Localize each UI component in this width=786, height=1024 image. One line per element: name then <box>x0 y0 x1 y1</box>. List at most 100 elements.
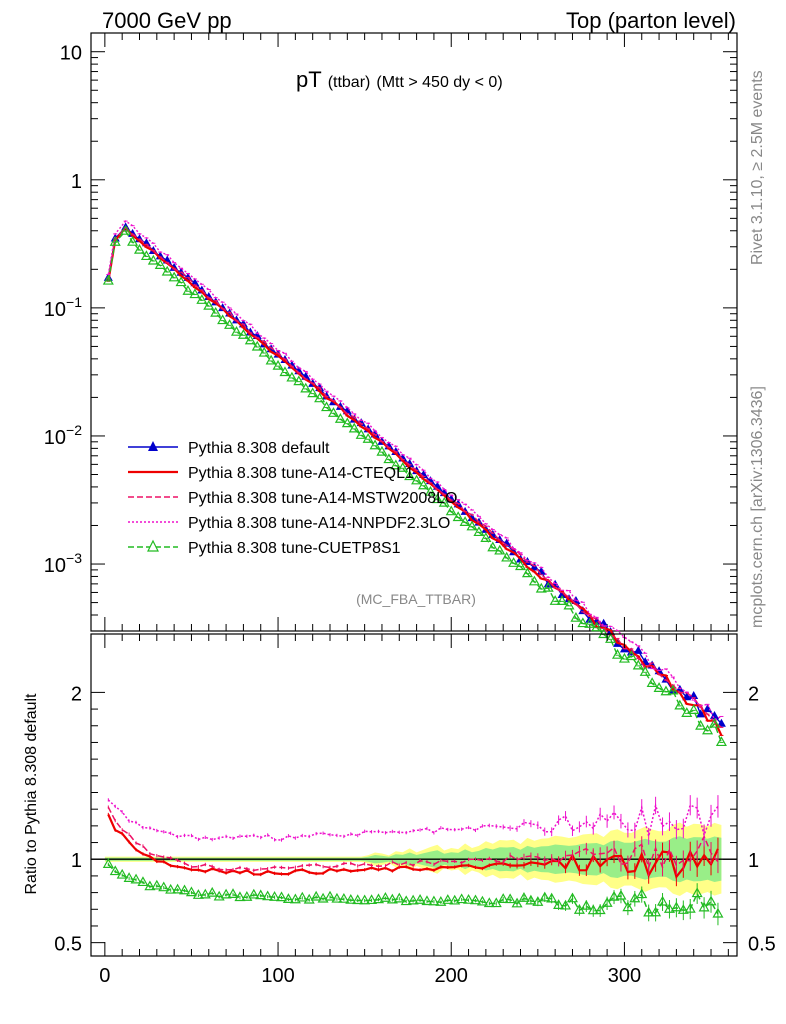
marker <box>224 319 236 329</box>
ratio-marker <box>469 894 482 905</box>
ratio-marker <box>476 895 488 906</box>
ratio-marker <box>705 895 717 906</box>
marker <box>557 589 567 598</box>
ratio-series <box>91 795 737 926</box>
ratio-marker <box>497 893 509 903</box>
ratio-marker <box>282 893 294 904</box>
ratio-marker <box>275 891 288 902</box>
ratio-marker <box>435 896 447 906</box>
ratio-frame <box>90 633 738 957</box>
ratio-marker <box>296 891 308 902</box>
marker <box>258 346 270 357</box>
main-frame <box>90 32 738 632</box>
ratio-marker <box>165 883 177 894</box>
ratio-marker <box>483 897 495 908</box>
ratio-marker <box>234 891 246 902</box>
marker <box>251 340 263 351</box>
legend-label: Pythia 8.308 tune-A14-MSTW2008LO <box>188 490 457 507</box>
marker <box>563 599 575 610</box>
marker <box>169 262 179 271</box>
ratio-marker <box>248 888 260 899</box>
marker <box>639 666 651 676</box>
ratio-marker <box>456 893 468 904</box>
ratio-marker <box>192 889 204 899</box>
ratio-marker <box>227 888 239 898</box>
marker <box>696 709 706 718</box>
ratio-y-tick-labels: 0.5 0.5 1 1 2 2 <box>54 683 776 955</box>
marker <box>521 567 533 578</box>
ratio-marker <box>345 893 357 904</box>
marker <box>618 652 630 663</box>
y-tick-label: 10−1 <box>44 294 82 321</box>
ratio-marker <box>400 895 412 906</box>
ratio-marker <box>359 894 371 905</box>
ratio-marker <box>608 890 620 901</box>
ratio-y-tick-label-left: 0.5 <box>54 934 82 956</box>
ratio-marker <box>663 903 675 913</box>
marker <box>383 453 395 464</box>
ratio-marker <box>372 893 385 904</box>
ratio-marker <box>712 907 724 918</box>
ratio-marker <box>352 894 364 905</box>
ratio-marker <box>178 884 191 895</box>
ratio-marker <box>303 893 315 904</box>
legend-marker <box>148 441 158 451</box>
legend-label: Pythia 8.308 tune-A14-NNPDF2.3LO <box>188 515 450 532</box>
ratio-y-tick-label-right: 1 <box>748 850 759 872</box>
ratio-marker <box>151 879 163 890</box>
marker <box>349 414 359 423</box>
chart-title: pT (ttbar) (Mtt > 450 dy < 0) <box>296 67 503 92</box>
ratio-marker <box>643 906 655 917</box>
marker <box>182 285 194 295</box>
ratio-marker <box>255 889 267 900</box>
ratio-y-tick-label-left: 1 <box>71 850 82 872</box>
ratio-marker <box>379 892 391 902</box>
marker <box>369 439 381 450</box>
marker <box>272 359 284 370</box>
marker <box>376 445 388 456</box>
analysis-tag: (MC_FBA_TTBAR) <box>356 591 476 607</box>
marker <box>653 682 665 692</box>
marker <box>549 595 561 605</box>
main-axis-ticks <box>91 33 737 632</box>
ratio-marker <box>213 890 225 901</box>
marker <box>556 595 568 605</box>
marker <box>605 633 617 643</box>
ratio-y-tick-label-right: 0.5 <box>748 934 776 956</box>
marker <box>417 479 430 490</box>
marker <box>334 413 346 423</box>
ratio-marker <box>366 894 378 905</box>
ratio-panel: 0.5 0.5 1 1 2 2 0 100 200 300 Ratio to Pythia 8.… <box>23 633 776 987</box>
marker <box>175 276 187 287</box>
marker <box>445 505 457 516</box>
marker <box>438 496 450 507</box>
marker <box>102 274 114 285</box>
ratio-marker <box>449 894 461 905</box>
ratio-marker <box>553 899 565 909</box>
ratio-marker <box>511 897 523 908</box>
y-tick-label: 10−2 <box>44 422 82 449</box>
marker <box>508 557 520 567</box>
x-tick-label: 100 <box>261 965 294 987</box>
marker <box>633 645 643 654</box>
header-right: Top (parton level) <box>566 8 736 33</box>
ratio-marker <box>677 904 689 914</box>
ratio-y-axis-label: Ratio to Pythia 8.308 default <box>23 693 40 895</box>
ratio-series-4 <box>102 858 724 926</box>
x-tick-label: 300 <box>608 965 641 987</box>
ratio-marker <box>220 888 232 899</box>
marker <box>314 392 326 403</box>
marker <box>161 265 173 276</box>
marker <box>404 470 416 481</box>
ratio-marker <box>116 868 128 879</box>
ratio-marker <box>566 892 578 903</box>
marker <box>473 526 485 537</box>
marker <box>688 704 700 714</box>
marker <box>674 699 686 710</box>
marker <box>217 314 229 325</box>
legend: Pythia 8.308 default Pythia 8.308 tune-A1… <box>128 440 457 557</box>
marker <box>348 422 360 433</box>
marker <box>168 271 180 282</box>
ratio-marker <box>123 872 135 882</box>
